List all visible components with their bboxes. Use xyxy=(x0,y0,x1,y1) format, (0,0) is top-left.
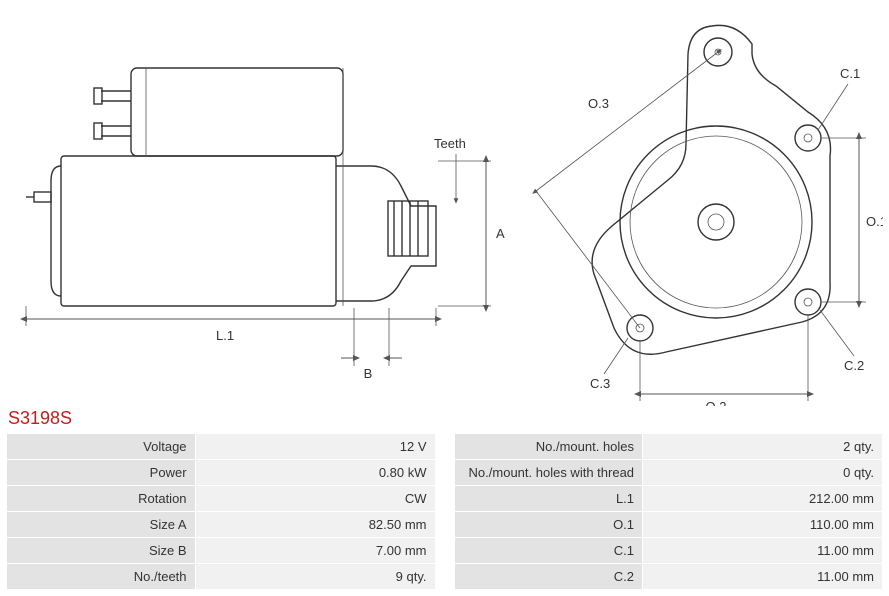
table-row: RotationCW xyxy=(7,486,436,512)
table-row: L.1212.00 mm xyxy=(454,486,883,512)
spec-label: Voltage xyxy=(7,434,196,460)
dim-o2-label: O.2 xyxy=(706,399,727,406)
spec-label: L.1 xyxy=(454,486,643,512)
table-row: C.111.00 mm xyxy=(454,538,883,564)
spec-value: CW xyxy=(195,486,435,512)
dim-c1-label: C.1 xyxy=(840,66,860,81)
spec-tables: Voltage12 VPower0.80 kWRotationCWSize A8… xyxy=(6,433,883,590)
spec-label: O.1 xyxy=(454,512,643,538)
spec-label: Size A xyxy=(7,512,196,538)
table-row: No./mount. holes2 qty. xyxy=(454,434,883,460)
table-row: Size B7.00 mm xyxy=(7,538,436,564)
dim-b-label: B xyxy=(364,366,373,381)
spec-label: Rotation xyxy=(7,486,196,512)
dim-o1-label: O.1 xyxy=(866,214,883,229)
spec-value: 11.00 mm xyxy=(643,538,883,564)
spec-value: 11.00 mm xyxy=(643,564,883,590)
table-row: Power0.80 kW xyxy=(7,460,436,486)
table-row: O.1110.00 mm xyxy=(454,512,883,538)
dim-o3-label: O.3 xyxy=(588,96,609,111)
side-view-drawing: Teeth A L.1 B xyxy=(26,68,505,381)
spec-label: Power xyxy=(7,460,196,486)
table-row: C.211.00 mm xyxy=(454,564,883,590)
spec-value: 0 qty. xyxy=(643,460,883,486)
technical-diagram-area: Teeth A L.1 B xyxy=(6,6,883,406)
spec-value: 2 qty. xyxy=(643,434,883,460)
dim-c2-label: C.2 xyxy=(844,358,864,373)
table-row: No./teeth9 qty. xyxy=(7,564,436,590)
spec-label: No./teeth xyxy=(7,564,196,590)
spec-value: 82.50 mm xyxy=(195,512,435,538)
spec-label: C.2 xyxy=(454,564,643,590)
table-row: No./mount. holes with thread0 qty. xyxy=(454,460,883,486)
part-number: S3198S xyxy=(8,408,883,429)
spec-value: 12 V xyxy=(195,434,435,460)
dim-l1-label: L.1 xyxy=(216,328,234,343)
table-row: Size A82.50 mm xyxy=(7,512,436,538)
teeth-label: Teeth xyxy=(434,136,466,151)
dim-c3-label: C.3 xyxy=(590,376,610,391)
dim-a-label: A xyxy=(496,226,505,241)
spec-value: 7.00 mm xyxy=(195,538,435,564)
spec-label: C.1 xyxy=(454,538,643,564)
spec-value: 110.00 mm xyxy=(643,512,883,538)
spec-label: No./mount. holes xyxy=(454,434,643,460)
spec-table-right: No./mount. holes2 qty.No./mount. holes w… xyxy=(454,433,884,590)
spec-label: Size B xyxy=(7,538,196,564)
spec-value: 0.80 kW xyxy=(195,460,435,486)
table-row: Voltage12 V xyxy=(7,434,436,460)
spec-value: 212.00 mm xyxy=(643,486,883,512)
spec-value: 9 qty. xyxy=(195,564,435,590)
spec-table-left: Voltage12 VPower0.80 kWRotationCWSize A8… xyxy=(6,433,436,590)
front-view-drawing: O.3 O.1 O.2 C.1 C.2 C.3 xyxy=(536,25,883,406)
spec-label: No./mount. holes with thread xyxy=(454,460,643,486)
